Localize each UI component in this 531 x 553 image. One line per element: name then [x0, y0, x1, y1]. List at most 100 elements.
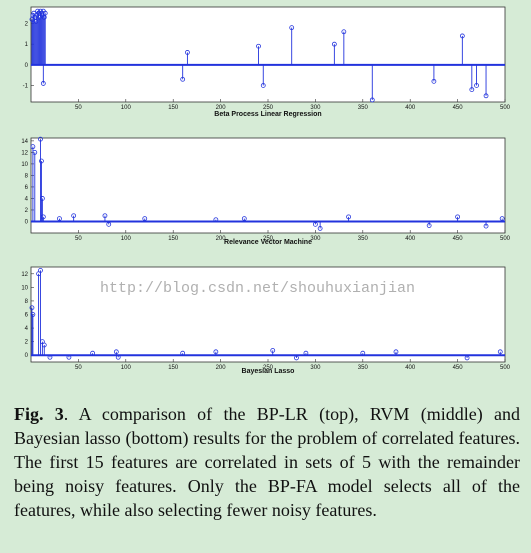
- stem-marker: [66, 354, 72, 360]
- stem-marker: [499, 216, 505, 222]
- stem-marker: [469, 87, 475, 93]
- stem-marker: [47, 354, 53, 360]
- y-tick-label: 6: [25, 313, 29, 319]
- stem-marker: [102, 213, 108, 219]
- stem-marker: [464, 355, 470, 361]
- x-tick-label: 450: [453, 105, 464, 111]
- stem-marker: [369, 97, 375, 103]
- x-tick-label: 100: [121, 236, 132, 242]
- stem-marker: [241, 216, 247, 222]
- x-tick-label: 250: [263, 105, 274, 111]
- x-tick-label: 300: [310, 236, 321, 242]
- stem-marker: [90, 350, 96, 356]
- x-tick-label: 300: [310, 365, 321, 371]
- stem: [483, 221, 489, 229]
- x-tick-label: 200: [216, 365, 227, 371]
- y-tick-label: 4: [25, 196, 29, 202]
- x-tick-label: 400: [405, 365, 416, 371]
- y-tick-label: 2: [25, 22, 29, 28]
- stem: [213, 349, 219, 356]
- stem: [142, 216, 148, 222]
- stem-marker: [260, 83, 266, 88]
- x-tick-label: 200: [216, 236, 227, 242]
- stem: [464, 355, 470, 361]
- x-tick-label: 200: [216, 105, 227, 111]
- stem: [393, 349, 399, 356]
- x-tick-label: 50: [75, 105, 82, 111]
- x-tick-label: 400: [405, 236, 416, 242]
- stem-marker: [42, 10, 48, 16]
- stem: [66, 354, 72, 360]
- y-tick-label: 2: [25, 208, 29, 214]
- stem: [455, 214, 461, 222]
- stem-marker: [294, 355, 299, 361]
- stem: [185, 50, 190, 65]
- stem-marker: [180, 350, 186, 356]
- y-tick-label: 1: [25, 42, 29, 48]
- stem: [497, 349, 503, 356]
- stem: [213, 217, 219, 223]
- stem-marker: [213, 217, 219, 223]
- x-tick-label: 150: [168, 236, 179, 242]
- x-tick-label: 50: [75, 365, 82, 371]
- stem-marker: [317, 225, 323, 231]
- stem: [459, 33, 465, 65]
- x-axis-label: Bayesian Lasso: [242, 368, 295, 375]
- y-tick-label: 12: [21, 150, 28, 156]
- stem: [294, 355, 299, 361]
- stem-marker: [360, 350, 366, 356]
- stem-marker: [256, 43, 261, 49]
- stem-marker: [341, 29, 347, 35]
- stem: [29, 305, 35, 356]
- stem: [39, 158, 44, 222]
- plot-area: [30, 266, 506, 363]
- stem-marker: [29, 305, 35, 311]
- stem: [260, 64, 266, 88]
- y-tick-label: 0: [25, 219, 29, 225]
- stem-marker: [185, 50, 190, 55]
- stem-marker: [40, 81, 46, 86]
- stem-marker: [289, 25, 295, 31]
- stem-marker: [113, 349, 119, 355]
- x-tick-label: 100: [121, 365, 132, 371]
- stem: [180, 350, 186, 356]
- stem-marker: [303, 350, 309, 356]
- x-axis-label: Beta Process Linear Regression: [214, 111, 321, 118]
- stem-marker: [483, 223, 489, 229]
- y-tick-label: 12: [21, 272, 28, 278]
- stem: [426, 221, 432, 228]
- stem-marker: [41, 342, 47, 348]
- y-tick-label: 14: [21, 139, 28, 145]
- stem: [180, 64, 186, 82]
- stem-marker: [40, 214, 46, 220]
- y-tick-label: 8: [25, 173, 29, 179]
- y-tick-label: 0: [25, 63, 29, 69]
- y-tick-label: 8: [25, 299, 29, 305]
- stem: [469, 64, 475, 93]
- stem: [47, 354, 53, 360]
- stem-marker: [106, 221, 112, 227]
- stem: [42, 10, 48, 65]
- y-tick-label: 10: [21, 285, 28, 291]
- x-axis-label: Relevance Vector Machine: [224, 239, 312, 246]
- x-tick-label: 250: [263, 365, 274, 371]
- stem-marker: [57, 216, 62, 222]
- x-tick-label: 250: [263, 236, 274, 242]
- stem: [30, 312, 36, 356]
- x-tick-label: 450: [453, 236, 464, 242]
- stem-marker: [39, 158, 44, 164]
- stem-marker: [483, 93, 489, 99]
- caption: Fig. 3. A comparison of the BP-LR (top),…: [14, 402, 520, 522]
- stem-marker: [431, 78, 437, 84]
- stem: [289, 25, 295, 65]
- stem-marker: [38, 136, 43, 142]
- stem-marker: [38, 267, 43, 273]
- x-tick-label: 50: [75, 236, 82, 242]
- stem-marker: [459, 33, 465, 39]
- stem: [30, 144, 36, 222]
- x-tick-label: 300: [310, 105, 321, 111]
- stem-marker: [115, 354, 121, 360]
- stem: [41, 342, 47, 356]
- y-tick-label: 2: [25, 340, 29, 346]
